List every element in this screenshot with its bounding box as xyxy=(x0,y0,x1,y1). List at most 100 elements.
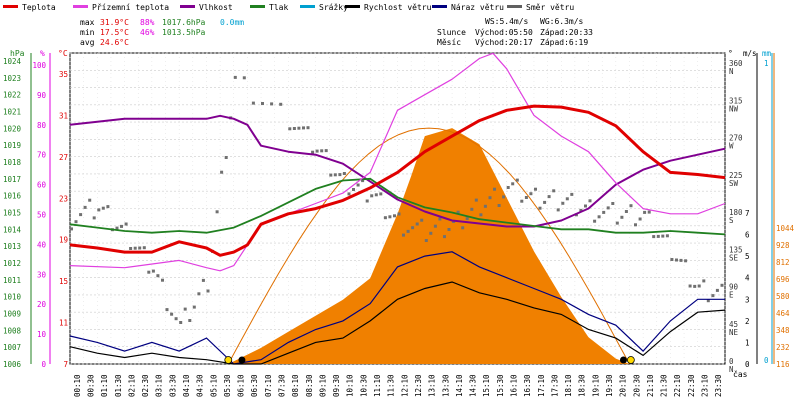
wind-direction-point xyxy=(79,213,83,217)
wind-direction-point xyxy=(433,224,437,228)
wind-direction-point xyxy=(361,179,365,183)
x-tick-label: 14:10 xyxy=(455,374,464,397)
wind-direction-point xyxy=(565,197,569,201)
wind-direction-point xyxy=(311,150,315,154)
legend-swatch xyxy=(300,5,315,8)
x-tick-label: 23:10 xyxy=(701,374,710,397)
axis-hpa-tick: 1024 xyxy=(3,57,22,66)
wind-direction-point xyxy=(456,210,460,214)
stat-max-rain: 0.0mm xyxy=(220,18,244,27)
wind-direction-point xyxy=(197,292,201,296)
wind-direction-point xyxy=(342,172,346,175)
wind-direction-point xyxy=(279,102,283,106)
wind-direction-point xyxy=(611,202,615,205)
wind-direction-point xyxy=(92,216,96,220)
wind-direction-point xyxy=(438,217,442,221)
axis-pct-tick: 20 xyxy=(37,300,47,309)
wind-direction-point xyxy=(370,194,374,198)
wind-direction-point xyxy=(515,178,519,182)
wind-gust-summary: WG:6.3m/s xyxy=(540,17,584,26)
axis-hpa-tick: 1021 xyxy=(3,108,21,117)
axis-hpa-tick: 1013 xyxy=(3,242,21,251)
sunset-marker xyxy=(626,356,635,364)
wind-direction-point xyxy=(693,284,697,288)
stat-max-pressure: 1017.6hPa xyxy=(162,18,206,27)
x-tick-label: 03:10 xyxy=(155,374,164,397)
wind-direction-point xyxy=(706,299,710,303)
wind-direction-point xyxy=(188,319,192,322)
wind-direction-point xyxy=(192,305,196,309)
axis-dir-name: NE xyxy=(729,328,739,337)
wind-direction-point xyxy=(579,208,583,212)
humidity-line xyxy=(69,114,726,228)
axis-degc-tick: 23 xyxy=(59,194,68,203)
axis-pct-tick: 0 xyxy=(41,360,46,369)
axis-wm2-tick: 1044 xyxy=(776,224,795,233)
x-tick-label: 08:10 xyxy=(291,374,300,397)
wind-direction-point xyxy=(665,234,669,238)
wind-direction-point xyxy=(470,207,474,211)
wind-direction-point xyxy=(411,226,415,230)
legend-label: Vlhkost xyxy=(199,3,233,12)
wind-direction-point xyxy=(115,226,119,230)
legend-label: Náraz větru xyxy=(451,3,504,12)
wind-direction-point xyxy=(684,259,688,263)
x-tick-label: 15:10 xyxy=(482,374,491,397)
stat-min-pressure: 1013.5hPa xyxy=(162,28,206,37)
axis-hpa-label: hPa xyxy=(10,49,25,58)
wind-direction-point xyxy=(688,284,692,288)
wind-direction-point xyxy=(620,215,624,219)
wind-direction-point xyxy=(597,215,601,219)
axis-pct-tick: 10 xyxy=(37,330,47,339)
axis-hpa-tick: 1019 xyxy=(3,141,21,150)
stat-max-humidity: 88% xyxy=(140,18,155,27)
legend-swatch xyxy=(432,5,447,8)
axis-wm2-tick: 464 xyxy=(776,309,790,318)
x-tick-label: 13:10 xyxy=(428,374,437,397)
wind-direction-point xyxy=(88,198,92,202)
wind-direction-point xyxy=(215,210,219,214)
axis-wm2-tick: 696 xyxy=(776,275,790,284)
axis-hpa-tick: 1011 xyxy=(3,276,21,285)
x-tick-label: 18:30 xyxy=(578,374,587,397)
x-tick-label: 22:10 xyxy=(673,374,682,397)
axis-degc-tick: 31 xyxy=(59,111,68,120)
stat-max-label: max xyxy=(80,18,95,27)
wind-direction-point xyxy=(534,187,537,191)
wind-direction-point xyxy=(447,228,451,231)
wind-direction-point xyxy=(329,173,333,177)
axis-ms-tick: 6 xyxy=(745,231,750,240)
x-tick-label: 22:30 xyxy=(687,374,696,397)
wind-direction-point xyxy=(170,312,174,316)
wind-direction-point xyxy=(502,195,506,199)
legend-label: Srážky xyxy=(319,3,348,12)
wind-direction-point xyxy=(388,215,392,219)
legend-swatch xyxy=(507,5,522,8)
moonset-marker xyxy=(238,356,246,364)
x-tick-label: 11:10 xyxy=(373,374,382,397)
axis-dir-tick: 225 xyxy=(729,171,743,180)
wind-direction-point xyxy=(588,199,592,203)
x-tick-label: 19:10 xyxy=(591,374,600,397)
wind-direction-point xyxy=(547,195,551,199)
axis-wm2-tick: 348 xyxy=(776,326,790,335)
wind-direction-point xyxy=(106,205,110,209)
x-tick-label: 08:30 xyxy=(305,374,314,397)
wind-direction-point xyxy=(101,206,105,210)
wind-direction-point xyxy=(584,204,587,208)
x-tick-label: 10:30 xyxy=(359,374,368,397)
wind-direction-point xyxy=(488,196,492,200)
axis-degc-label: °C xyxy=(58,49,68,58)
x-tick-label: 16:30 xyxy=(523,374,532,397)
axis-dir-name: SW xyxy=(729,179,739,188)
wind-direction-point xyxy=(183,307,187,311)
wind-direction-point xyxy=(511,182,515,186)
x-tick-label: 13:30 xyxy=(441,374,450,397)
legend-swatch xyxy=(73,5,88,8)
wind-direction-point xyxy=(415,222,419,226)
stat-avg-label: avg xyxy=(80,38,95,47)
solar-theoretical-curve xyxy=(227,127,630,365)
wind-direction-point xyxy=(251,101,255,105)
